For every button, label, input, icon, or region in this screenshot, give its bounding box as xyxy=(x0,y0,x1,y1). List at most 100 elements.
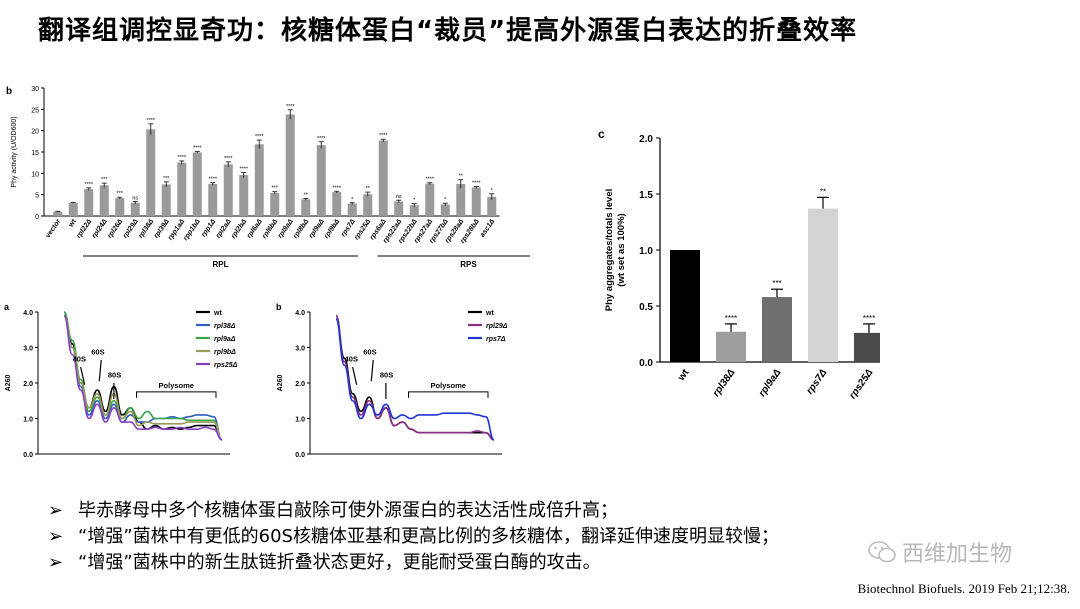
bar xyxy=(316,145,326,216)
bar xyxy=(425,183,435,216)
x-tick-label: rpl9aΔ xyxy=(757,367,784,399)
bar xyxy=(471,187,481,216)
y-tick-label: 10 xyxy=(31,171,39,178)
profile-line-rps7 xyxy=(335,318,495,441)
significance-label: ** xyxy=(820,187,826,196)
y-tick-label: 0.0 xyxy=(295,452,305,459)
group-label: RPL xyxy=(213,260,229,269)
significance-label: **** xyxy=(332,185,341,191)
significance-label: * xyxy=(413,198,416,204)
bullet-item: ➢ 毕赤酵母中多个核糖体蛋白敲除可使外源蛋白的表达活性成倍升高； xyxy=(48,498,779,524)
x-tick-label: rpl9bΔ xyxy=(323,218,341,240)
bar xyxy=(332,192,342,216)
bar xyxy=(84,189,94,216)
panel-label: a xyxy=(4,302,10,312)
significance-label: **** xyxy=(425,177,434,183)
profile-line-rpl38 xyxy=(63,314,223,441)
significance-label: **** xyxy=(224,156,233,162)
bar xyxy=(301,199,311,216)
y-tick-label: 5 xyxy=(35,193,39,200)
bar xyxy=(99,185,109,216)
arrow-bullet-icon: ➢ xyxy=(48,526,64,547)
significance-label: **** xyxy=(208,177,217,183)
watermark-text: 西维加生物 xyxy=(902,542,1013,567)
significance-label: **** xyxy=(379,133,388,139)
significance-label: **** xyxy=(255,134,264,140)
arrow-60s xyxy=(98,359,102,382)
y-tick-label: 2.0 xyxy=(295,381,305,388)
bar xyxy=(487,196,497,216)
y-tick-label: 25 xyxy=(31,107,39,114)
significance-label: ** xyxy=(366,186,371,192)
panel-label: c xyxy=(598,127,605,141)
significance-label: * xyxy=(351,197,354,203)
group-label: RPS xyxy=(460,260,477,269)
significance-label: **** xyxy=(239,166,248,172)
bullet-item: ➢ “增强”菌株中的新生肽链折叠状态更好，更能耐受蛋白酶的攻击。 xyxy=(48,550,779,576)
y-tick-label: 2.0 xyxy=(639,134,653,145)
arrow-40s xyxy=(352,366,358,385)
bar xyxy=(254,144,264,216)
significance-label: **** xyxy=(84,182,93,188)
slide-title: 翻译组调控显奇功：核糖体蛋白“裁员”提高外源蛋白表达的折叠效率 xyxy=(38,16,858,46)
bar xyxy=(762,297,792,362)
significance-label: * xyxy=(444,197,447,203)
arrow-60s xyxy=(370,359,374,382)
y-tick-label: 0 xyxy=(35,214,39,221)
polysome-bracket xyxy=(408,391,489,398)
significance-label: ** xyxy=(459,174,464,180)
bar xyxy=(394,201,404,216)
bar xyxy=(716,331,746,362)
profile-line-rpl9b xyxy=(63,314,223,441)
bar xyxy=(53,211,63,216)
bar xyxy=(456,184,466,216)
bullet-text: “增强”菌株中有更低的60S核糖体亚基和更高比例的多核糖体，翻译延伸速度明显较慢… xyxy=(78,526,779,547)
polysome-profile-b: b 0.0 1.0 2.0 3.0 4.0 A260 wt rpl29Δ rps7Δ 40S 60S 8… xyxy=(276,302,508,459)
y-tick-label: 1.0 xyxy=(23,417,33,424)
legend-label: rpl29Δ xyxy=(486,323,508,330)
bar xyxy=(270,192,280,216)
significance-label: * xyxy=(491,188,494,194)
y-tick-label: 3.0 xyxy=(295,346,305,353)
bar xyxy=(239,175,249,216)
significance-label: **** xyxy=(725,314,737,323)
polysome-label: Polysome xyxy=(431,381,466,390)
bar xyxy=(285,114,295,216)
legend-label: rps7Δ xyxy=(486,336,506,343)
arrow-bullet-icon: ➢ xyxy=(48,552,64,573)
bullet-text: “增强”菌株中的新生肽链折叠状态更好，更能耐受蛋白酶的攻击。 xyxy=(78,552,601,573)
x-tick-label: asc1Δ xyxy=(479,218,497,239)
y-axis-label: (wt set as 100%) xyxy=(616,213,627,286)
bar xyxy=(192,152,202,216)
bar xyxy=(409,205,419,216)
bullet-text: 毕赤酵母中多个核糖体蛋白敲除可使外源蛋白的表达活性成倍升高； xyxy=(78,500,618,521)
y-tick-label: 20 xyxy=(31,129,39,136)
bullet-item: ➢ “增强”菌株中有更低的60S核糖体亚基和更高比例的多核糖体，翻译延伸速度明显较… xyxy=(48,524,779,550)
significance-label: *** xyxy=(272,186,279,192)
panel-label: b xyxy=(6,86,12,97)
x-tick-label: rps7Δ xyxy=(804,367,829,396)
profile-line-rps25 xyxy=(63,314,223,441)
aggregates-bar-chart: c 0.0 0.5 1.0 1.5 2.0 Phy aggregates/totals le… xyxy=(598,127,880,401)
bar xyxy=(670,250,700,362)
significance-label: ns xyxy=(132,195,138,201)
bar xyxy=(808,208,838,362)
watermark: 西维加生物 xyxy=(868,536,1012,568)
citation: Biotechnol Biofuels. 2019 Feb 21;12:38. xyxy=(857,581,1070,596)
bar xyxy=(854,332,880,362)
arrow-bullet-icon: ➢ xyxy=(48,500,64,521)
bar xyxy=(347,203,357,216)
bar xyxy=(223,164,233,216)
annotation-80s: 80S xyxy=(108,371,121,380)
profile-line-rpl29 xyxy=(335,314,495,441)
bar xyxy=(68,202,78,216)
significance-label: ** xyxy=(304,193,309,199)
significance-label: **** xyxy=(472,181,481,187)
y-tick-label: 30 xyxy=(31,86,39,93)
annotation-80s: 80S xyxy=(380,371,393,380)
activity-bar-chart: b 0 5 10 15 20 25 30 Phy activity (U/OD600) vecto… xyxy=(6,86,530,269)
significance-label: *** xyxy=(117,191,124,197)
legend-label: rpl9aΔ xyxy=(214,336,236,343)
y-tick-label: 4.0 xyxy=(295,310,305,317)
legend-label: rpl38Δ xyxy=(214,323,236,330)
